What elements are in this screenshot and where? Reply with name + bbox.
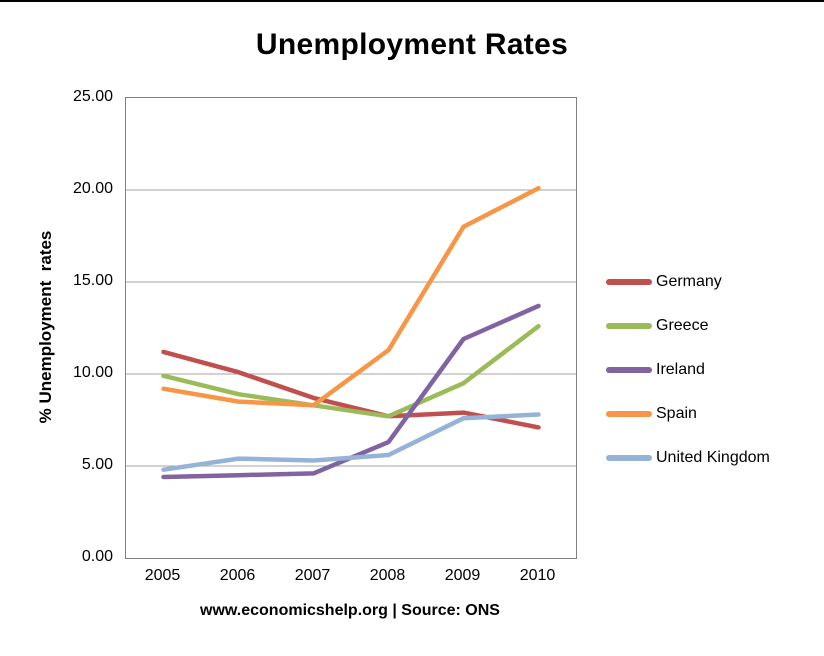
x-tick-label: 2010 (519, 567, 556, 584)
legend-label: Greece (656, 317, 709, 334)
plot-area (125, 97, 577, 559)
legend-label: Germany (656, 273, 722, 290)
legend-swatch (606, 279, 652, 285)
y-tick-label: 20.00 (72, 180, 113, 197)
y-tick-label: 25.00 (72, 88, 113, 105)
legend-label: Spain (656, 405, 697, 422)
legend: Germany Greece Ireland Spain United Kingdom (606, 260, 770, 480)
legend-swatch (606, 323, 652, 329)
x-axis-tick-labels: 2005 2006 2007 2008 2009 2010 (125, 567, 575, 591)
x-tick-label: 2007 (294, 567, 331, 584)
y-tick-label: 10.00 (72, 364, 113, 381)
legend-label: United Kingdom (656, 449, 770, 466)
x-tick-label: 2006 (219, 567, 256, 584)
y-axis-tick-labels: 0.00 5.00 10.00 15.00 20.00 25.00 (0, 88, 113, 565)
legend-item-ireland: Ireland (606, 348, 770, 392)
series-line-germany (161, 349, 541, 430)
series-line-greece (161, 323, 541, 419)
legend-item-spain: Spain (606, 392, 770, 436)
x-tick-label: 2008 (369, 567, 406, 584)
legend-item-united-kingdom: United Kingdom (606, 436, 770, 480)
y-tick-label: 0.00 (81, 548, 113, 565)
y-tick-label: 15.00 (72, 272, 113, 289)
legend-swatch (606, 411, 652, 417)
chart-title: Unemployment Rates (255, 28, 569, 61)
legend-swatch (606, 367, 652, 373)
legend-label: Ireland (656, 361, 705, 378)
y-tick-label: 5.00 (81, 456, 113, 473)
source-caption: www.economicshelp.org | Source: ONS (200, 602, 500, 619)
series-line-spain (161, 185, 541, 408)
legend-swatch (606, 455, 652, 461)
x-tick-label: 2009 (444, 567, 481, 584)
x-tick-label: 2005 (144, 567, 181, 584)
legend-item-greece: Greece (606, 304, 770, 348)
legend-item-germany: Germany (606, 260, 770, 304)
series-line-united-kingdom (161, 412, 541, 472)
chart-plot-svg (126, 185, 576, 480)
